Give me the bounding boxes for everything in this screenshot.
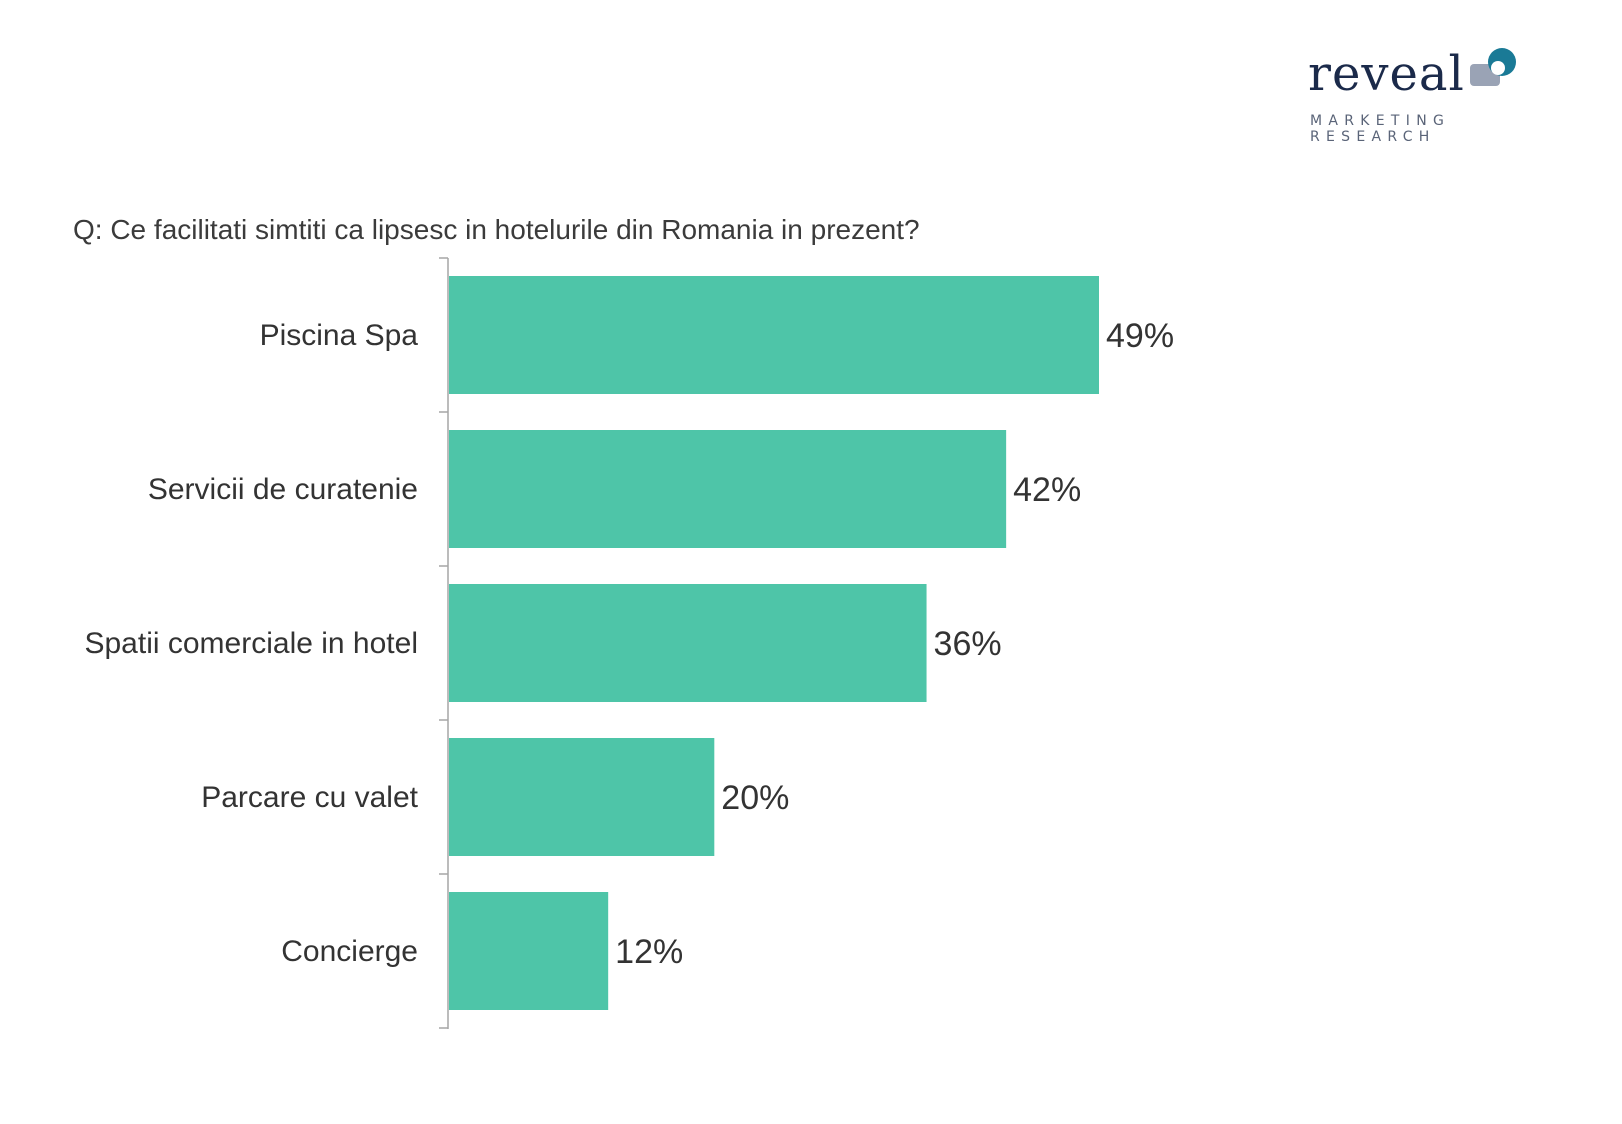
bar-piscina-spa xyxy=(449,276,1099,394)
logo-subtitle-marketing: MARKETING xyxy=(1310,113,1451,129)
category-label: Parcare cu valet xyxy=(201,781,418,814)
category-label: Spatii comerciale in hotel xyxy=(84,627,418,660)
data-label: 36% xyxy=(934,625,1002,663)
category-label: Servicii de curatenie xyxy=(148,473,418,506)
logo-mark-icon xyxy=(1470,48,1516,86)
category-label: Piscina Spa xyxy=(260,319,419,352)
data-label: 20% xyxy=(721,779,789,817)
question-title: Q: Ce facilitati simtiti ca lipsesc in h… xyxy=(73,214,920,245)
logo-subtitle-research: RESEARCH xyxy=(1310,129,1436,145)
brand-logo: reveal MARKETING RESEARCH xyxy=(1308,40,1518,150)
logo-wordmark: reveal xyxy=(1308,46,1465,102)
data-label: 49% xyxy=(1106,317,1174,355)
data-label: 42% xyxy=(1013,471,1081,509)
bar-servicii-de-curatenie xyxy=(449,430,1007,548)
category-label: Concierge xyxy=(281,935,418,968)
bar-concierge xyxy=(449,892,609,1010)
data-label: 12% xyxy=(615,933,683,971)
bar-spatii-comerciale-in-hotel xyxy=(449,584,927,702)
bar-parcare-cu-valet xyxy=(449,738,715,856)
